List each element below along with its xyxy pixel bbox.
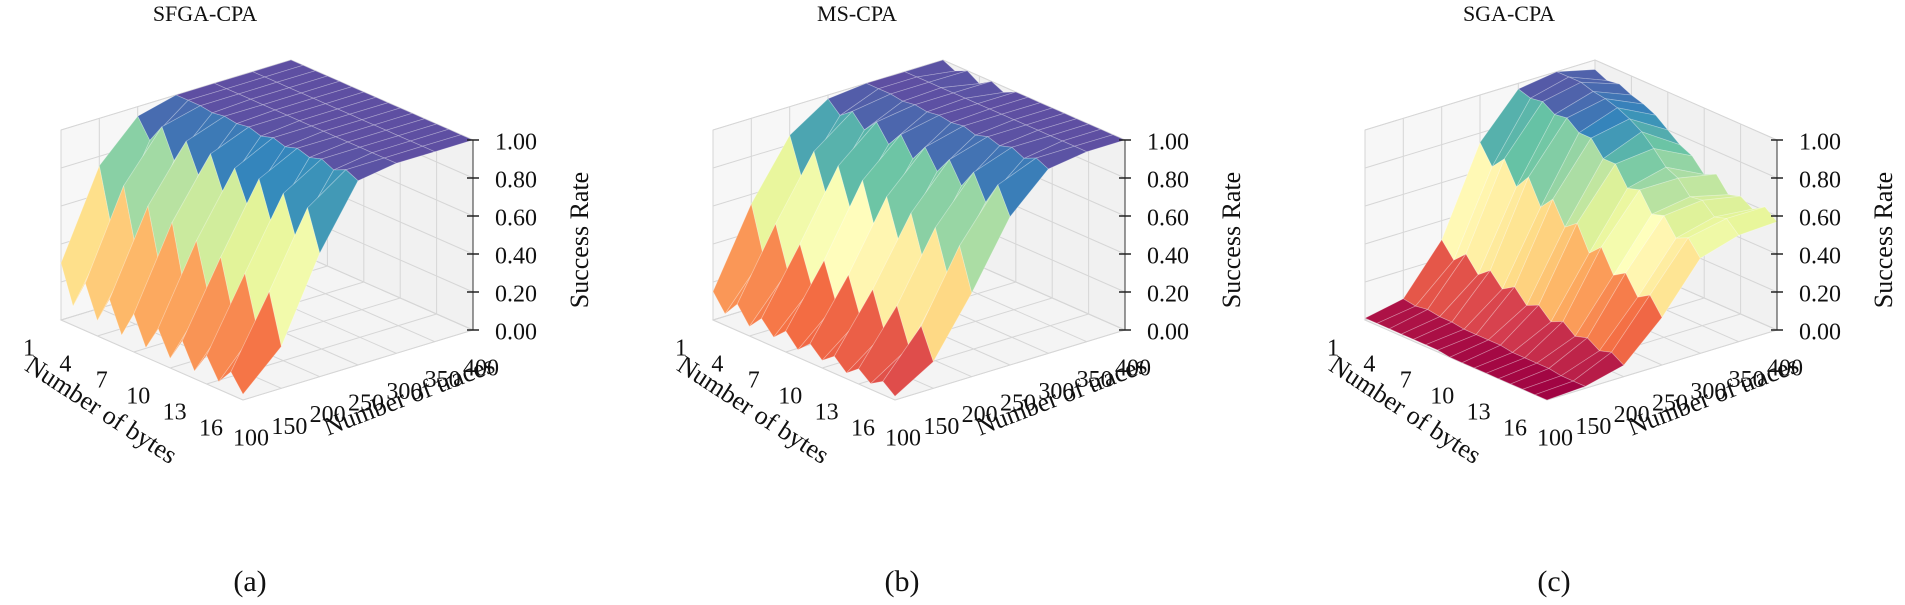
caption: (a) bbox=[233, 565, 266, 598]
surface-patch bbox=[1687, 218, 1740, 259]
surface-patch bbox=[1534, 380, 1586, 401]
grid-line bbox=[1364, 59, 1778, 141]
z-tick-label: 1.00 bbox=[495, 130, 537, 156]
surface-patch bbox=[959, 184, 1011, 294]
z-tick-label: 0.80 bbox=[1799, 168, 1841, 194]
caption: (b) bbox=[885, 565, 920, 598]
z-tick-label: 0.20 bbox=[495, 282, 537, 308]
x-tick-label: 4 bbox=[711, 352, 723, 378]
surface-patch bbox=[1611, 294, 1663, 366]
z-tick-label: 0.60 bbox=[1799, 206, 1841, 232]
x-tick-label: 7 bbox=[748, 368, 760, 394]
z-tick-label: 1.00 bbox=[1147, 130, 1189, 156]
y-tick-label: 250 bbox=[1000, 391, 1036, 417]
z-tick-label: 0.00 bbox=[1147, 320, 1189, 346]
x-tick-label: 13 bbox=[815, 400, 839, 426]
z-tick-label: 0.40 bbox=[495, 244, 537, 270]
y-tick-label: 300 bbox=[1038, 379, 1074, 405]
surface-patch bbox=[1649, 237, 1701, 318]
z-axis-label: Success Rate bbox=[1217, 172, 1246, 308]
y-tick-label: 400 bbox=[1767, 356, 1803, 382]
z-tick-label: 0.40 bbox=[1147, 244, 1189, 270]
surface-patch bbox=[1035, 145, 1088, 170]
x-tick-label: 10 bbox=[778, 384, 802, 410]
chart-title: SGA-CPA bbox=[1463, 1, 1555, 26]
x-tick-label: 13 bbox=[1467, 400, 1491, 426]
x-tick-label: 1 bbox=[23, 336, 35, 362]
z-tick-label: 0.60 bbox=[495, 206, 537, 232]
y-tick-label: 150 bbox=[1575, 414, 1611, 440]
y-tick-label: 200 bbox=[310, 402, 346, 428]
x-tick-label: 16 bbox=[851, 416, 875, 442]
z-tick-label: 0.40 bbox=[1799, 244, 1841, 270]
y-tick-label: 150 bbox=[271, 414, 307, 440]
x-tick-label: 10 bbox=[1430, 384, 1454, 410]
y-tick-label: 350 bbox=[425, 367, 461, 393]
x-tick-label: 16 bbox=[1503, 416, 1527, 442]
y-tick-label: 100 bbox=[885, 426, 921, 452]
x-tick-label: 1 bbox=[675, 336, 687, 362]
z-tick-label: 0.80 bbox=[495, 168, 537, 194]
x-tick-label: 16 bbox=[199, 416, 223, 442]
surface-patch bbox=[345, 157, 397, 182]
z-axis-label: Success Rate bbox=[1869, 172, 1898, 308]
x-tick-label: 4 bbox=[1363, 352, 1375, 378]
z-tick-label: 0.20 bbox=[1799, 282, 1841, 308]
y-tick-label: 400 bbox=[1115, 356, 1151, 382]
y-tick-label: 200 bbox=[962, 402, 998, 428]
z-tick-label: 0.60 bbox=[1147, 206, 1189, 232]
z-axis-label: Success Rate bbox=[565, 172, 594, 308]
y-tick-label: 350 bbox=[1729, 367, 1765, 393]
x-tick-label: 7 bbox=[1400, 368, 1412, 394]
y-tick-label: 250 bbox=[1652, 391, 1688, 417]
z-tick-label: 0.00 bbox=[495, 320, 537, 346]
y-tick-label: 250 bbox=[348, 391, 384, 417]
z-tick-label: 0.80 bbox=[1147, 168, 1189, 194]
y-tick-label: 300 bbox=[386, 379, 422, 405]
y-tick-label: 350 bbox=[1077, 367, 1113, 393]
y-tick-label: 200 bbox=[1614, 402, 1650, 428]
x-tick-label: 4 bbox=[59, 352, 71, 378]
y-tick-label: 150 bbox=[923, 414, 959, 440]
y-tick-label: 400 bbox=[463, 356, 499, 382]
chart-title: SFGA-CPA bbox=[153, 1, 257, 26]
x-tick-label: 13 bbox=[163, 400, 187, 426]
z-tick-label: 0.00 bbox=[1799, 320, 1841, 346]
chart-title: MS-CPA bbox=[817, 1, 897, 26]
x-tick-label: 10 bbox=[126, 384, 150, 410]
caption: (c) bbox=[1537, 565, 1570, 598]
surface-patch bbox=[1572, 351, 1625, 387]
surface-patch bbox=[230, 291, 282, 395]
x-tick-label: 1 bbox=[1327, 336, 1339, 362]
z-tick-label: 0.20 bbox=[1147, 282, 1189, 308]
y-tick-label: 100 bbox=[233, 426, 269, 452]
surface-patch bbox=[882, 325, 934, 397]
z-tick-label: 1.00 bbox=[1799, 130, 1841, 156]
x-tick-label: 7 bbox=[96, 368, 108, 394]
y-tick-label: 300 bbox=[1690, 379, 1726, 405]
y-tick-label: 100 bbox=[1537, 426, 1573, 452]
